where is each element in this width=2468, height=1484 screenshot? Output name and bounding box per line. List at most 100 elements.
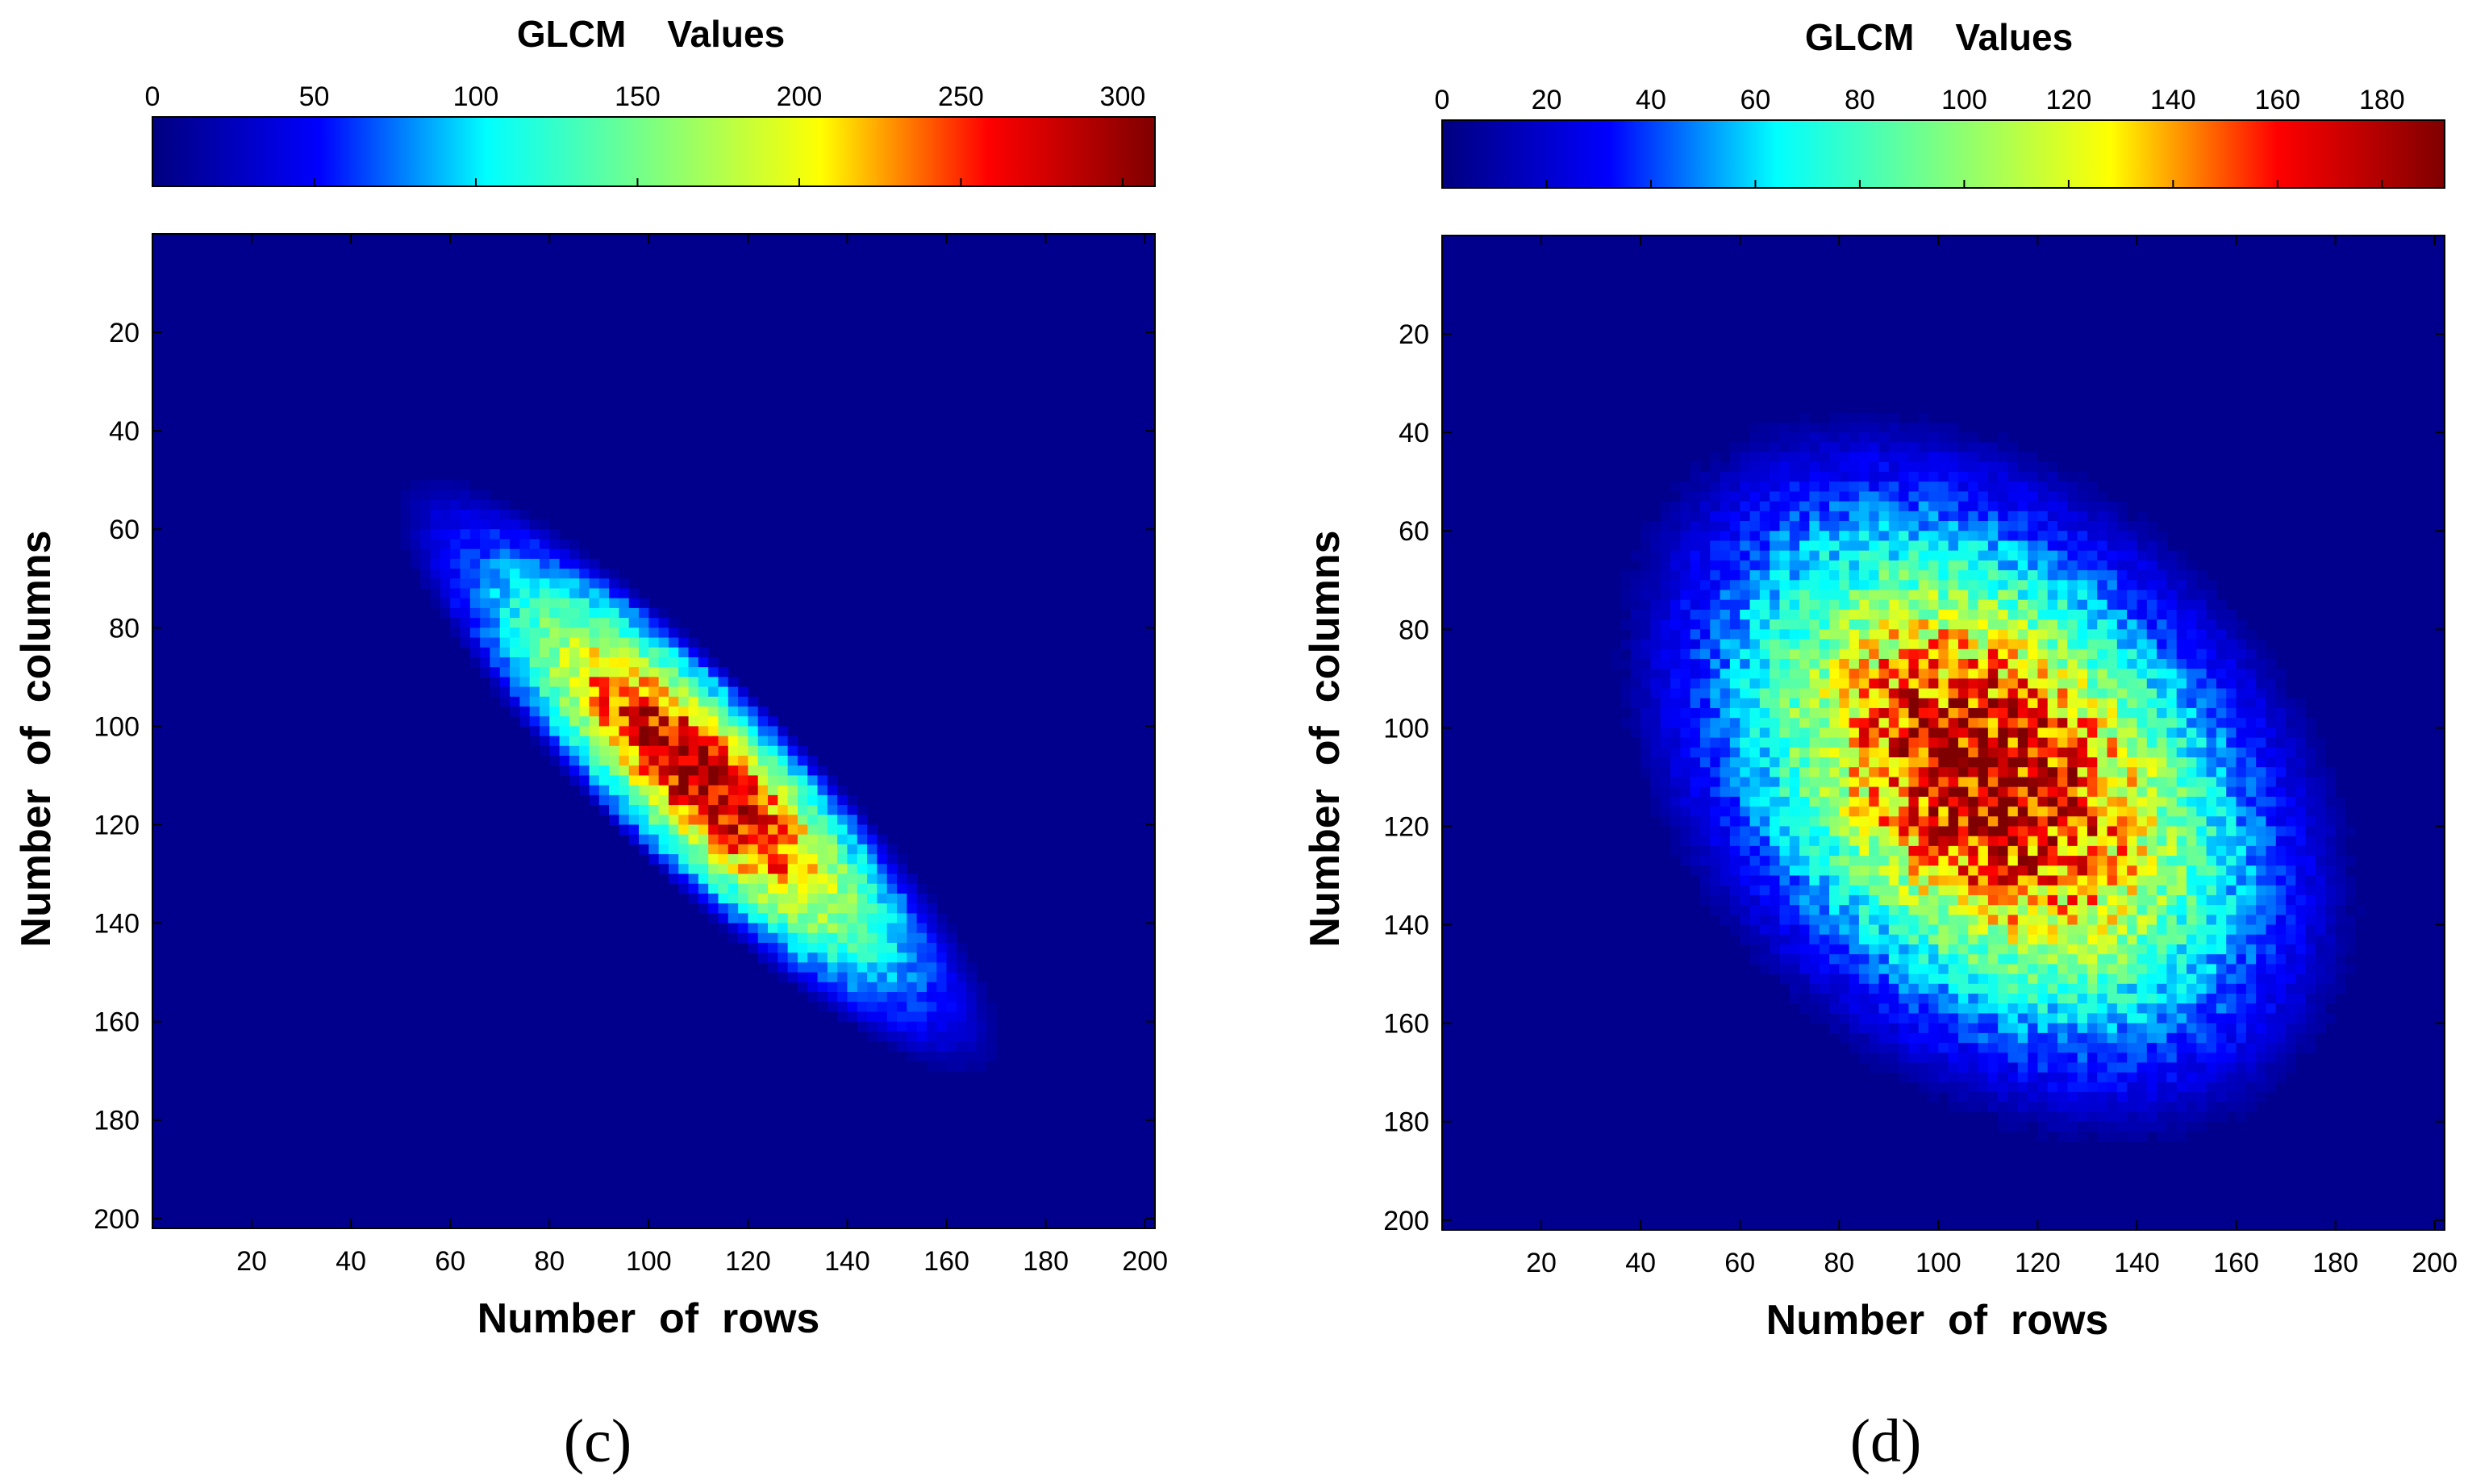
heatmap-cell	[2226, 964, 2237, 975]
heatmap-cell	[2187, 973, 2197, 985]
heatmap-cell	[1770, 757, 1781, 768]
heatmap-cell	[1828, 491, 1840, 502]
heatmap-cell	[1938, 471, 1949, 482]
heatmap-cell	[1908, 875, 1920, 886]
heatmap-cell	[619, 618, 630, 628]
heatmap-cell	[529, 706, 540, 717]
heatmap-cell	[1650, 807, 1661, 817]
heatmap-cell	[2216, 816, 2227, 827]
heatmap-cell	[2226, 639, 2237, 650]
heatmap-cell	[1948, 481, 1959, 493]
heatmap-cell	[510, 637, 520, 648]
heatmap-cell	[2097, 836, 2108, 847]
heatmap-cell	[589, 745, 600, 757]
heatmap-cell	[2067, 639, 2078, 650]
heatmap-cell	[1680, 845, 1691, 857]
heatmap-cell	[1670, 845, 1681, 857]
heatmap-cell	[1749, 894, 1761, 906]
heatmap-cell	[688, 864, 699, 875]
heatmap-cell	[2176, 983, 2187, 994]
heatmap-cell	[1928, 609, 1939, 620]
heatmap-cell	[2176, 1013, 2187, 1024]
heatmap-cell	[1938, 432, 1949, 443]
heatmap-cell	[1878, 570, 1890, 581]
heatmap-cell	[2028, 747, 2039, 758]
heatmap-cell	[1789, 915, 1800, 926]
heatmap-cell	[2057, 540, 2068, 552]
heatmap-cell	[727, 834, 739, 845]
heatmap-cell	[1759, 619, 1770, 630]
heatmap-cell	[2146, 905, 2157, 915]
heatmap-cell	[1899, 1043, 1910, 1053]
heatmap-cell	[827, 844, 838, 855]
heatmap-cell	[2037, 757, 2049, 768]
heatmap-cell	[817, 903, 828, 914]
heatmap-cell	[1948, 915, 1959, 926]
heatmap-cell	[2127, 718, 2138, 728]
heatmap-cell	[907, 972, 918, 983]
heatmap-cell	[748, 736, 759, 747]
heatmap-cell	[708, 844, 719, 855]
heatmap-cell	[1978, 452, 1989, 463]
heatmap-cell	[2097, 590, 2108, 601]
heatmap-cell	[1740, 777, 1751, 788]
heatmap-cell	[2137, 1111, 2148, 1123]
heatmap-cell	[1729, 550, 1741, 561]
heatmap-cell	[807, 756, 819, 766]
heatmap-cell	[2067, 796, 2078, 807]
heatmap-cell	[539, 558, 550, 569]
heatmap-cell	[480, 548, 491, 560]
heatmap-cell	[2107, 747, 2118, 758]
heatmap-cell	[648, 627, 660, 639]
heatmap-cell	[1849, 707, 1860, 719]
heatmap-cell	[1789, 698, 1800, 709]
heatmap-cell	[1828, 767, 1840, 778]
heatmap-cell	[1998, 1121, 2009, 1132]
heatmap-cell	[2157, 915, 2168, 926]
heatmap-cell	[1938, 875, 1949, 886]
heatmap-cell	[1809, 648, 1820, 660]
heatmap-cell	[2116, 767, 2128, 778]
heatmap-cell	[2166, 1092, 2178, 1103]
heatmap-cell	[2028, 865, 2039, 877]
heatmap-cell	[1869, 964, 1880, 975]
heatmap-cell	[847, 844, 858, 855]
heatmap-cell	[2028, 944, 2039, 955]
heatmap-cell	[748, 785, 759, 796]
heatmap-cell	[867, 854, 878, 865]
heatmap-cell	[1899, 648, 1910, 660]
heatmap-cell	[1759, 875, 1770, 886]
heatmap-cell	[519, 598, 531, 609]
heatmap-cell	[1789, 560, 1800, 571]
heatmap-cell	[2097, 767, 2108, 778]
heatmap-cell	[966, 1021, 978, 1032]
heatmap-cell	[2028, 807, 2039, 817]
heatmap-cell	[2146, 1013, 2157, 1024]
heatmap-cell	[2097, 501, 2108, 512]
heatmap-cell	[1650, 540, 1661, 552]
heatmap-cell	[2206, 944, 2217, 955]
heatmap-cell	[847, 962, 858, 973]
heatmap-cell	[2137, 688, 2148, 699]
heatmap-cell	[2097, 737, 2108, 748]
heatmap-cell	[1858, 1013, 1870, 1024]
heatmap-cell	[1987, 983, 1999, 994]
heatmap-cell	[718, 696, 729, 707]
heatmap-cell	[966, 972, 978, 983]
heatmap-cell	[2196, 747, 2207, 758]
heatmap-cell	[2187, 826, 2197, 837]
heatmap-cell	[1918, 994, 1929, 1004]
heatmap-cell	[1789, 727, 1800, 739]
colorbar-tick-label: 40	[1636, 85, 1666, 115]
heatmap-cell	[1749, 629, 1761, 640]
heatmap-cell	[1710, 786, 1721, 798]
heatmap-cell	[1849, 688, 1860, 699]
heatmap-cell	[1729, 777, 1741, 788]
heatmap-cell	[2037, 915, 2049, 926]
heatmap-cell	[2077, 580, 2088, 591]
heatmap-cell	[2116, 609, 2128, 620]
heatmap-cell	[1620, 658, 1632, 669]
heatmap-cell	[2206, 727, 2217, 739]
heatmap-cell	[2137, 757, 2148, 768]
heatmap-cell	[1740, 856, 1751, 866]
